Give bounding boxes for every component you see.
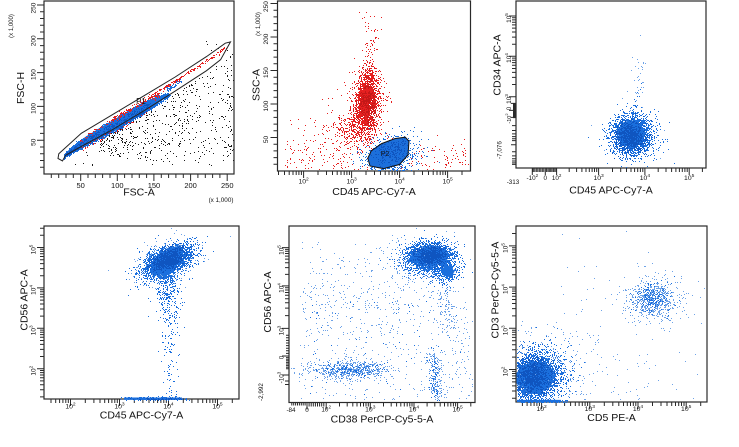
svg-text:200: 200: [31, 35, 38, 46]
svg-text:103: 103: [501, 325, 510, 335]
svg-text:SSC-A: SSC-A: [251, 69, 263, 101]
svg-text:CD56 APC-A: CD56 APC-A: [19, 269, 31, 330]
svg-text:104: 104: [409, 405, 420, 414]
svg-text:105: 105: [681, 404, 692, 413]
svg-text:104: 104: [501, 284, 510, 294]
svg-text:103: 103: [29, 325, 38, 335]
svg-text:200: 200: [263, 33, 270, 44]
svg-text:105: 105: [504, 13, 513, 23]
svg-text:CD56 APC-A: CD56 APC-A: [262, 271, 274, 332]
svg-text:(x 1,000): (x 1,000): [9, 14, 15, 38]
svg-text:102: 102: [552, 173, 562, 182]
svg-text:250: 250: [263, 1, 270, 12]
svg-text:CD45 APC-Cy7-A: CD45 APC-Cy7-A: [569, 185, 652, 197]
svg-text:104: 104: [394, 177, 405, 186]
svg-text:102: 102: [321, 405, 331, 414]
svg-text:FSC-H: FSC-H: [15, 72, 27, 104]
svg-text:104: 104: [504, 53, 513, 63]
svg-text:(x 1,000): (x 1,000): [209, 197, 234, 204]
svg-text:250: 250: [221, 181, 234, 190]
svg-text:102: 102: [501, 366, 510, 376]
svg-text:-103: -103: [277, 371, 286, 383]
svg-text:102: 102: [29, 365, 38, 375]
svg-text:250: 250: [31, 2, 38, 13]
svg-text:105: 105: [501, 243, 510, 253]
svg-text:103: 103: [277, 325, 286, 335]
svg-text:-2,992: -2,992: [258, 383, 265, 401]
svg-text:103: 103: [346, 177, 357, 186]
svg-text:150: 150: [31, 69, 38, 80]
svg-text:105: 105: [452, 405, 463, 414]
svg-text:-313: -313: [507, 179, 520, 186]
svg-text:FSC-A: FSC-A: [123, 187, 155, 199]
svg-text:105: 105: [29, 244, 38, 254]
svg-text:104: 104: [163, 402, 174, 411]
svg-text:100: 100: [111, 181, 124, 190]
svg-text:105: 105: [212, 402, 223, 411]
svg-text:0: 0: [305, 407, 309, 414]
svg-text:P2: P2: [381, 151, 390, 158]
svg-text:-7,076: -7,076: [497, 141, 504, 159]
svg-text:105: 105: [442, 177, 453, 186]
svg-text:104: 104: [29, 285, 38, 295]
svg-text:104: 104: [277, 283, 286, 293]
svg-text:103: 103: [593, 173, 604, 182]
svg-text:-102: -102: [526, 173, 538, 182]
svg-text:102: 102: [536, 404, 547, 413]
svg-text:104: 104: [633, 404, 644, 413]
svg-text:CD34 APC-A: CD34 APC-A: [492, 34, 504, 95]
svg-text:102: 102: [65, 402, 76, 411]
svg-text:CD45 APC-Cy7-A: CD45 APC-Cy7-A: [332, 186, 415, 198]
svg-text:-102: -102: [504, 113, 513, 124]
svg-text:(x 1,000): (x 1,000): [256, 12, 262, 36]
svg-text:103: 103: [114, 402, 125, 411]
svg-text:150: 150: [148, 181, 161, 190]
svg-text:105: 105: [277, 245, 286, 255]
svg-text:103: 103: [504, 94, 513, 104]
svg-text:150: 150: [263, 67, 270, 78]
svg-text:100: 100: [31, 103, 38, 114]
svg-text:CD38 PerCP-Cy5-5-A: CD38 PerCP-Cy5-5-A: [331, 414, 434, 426]
svg-text:50: 50: [263, 136, 270, 144]
svg-text:105: 105: [684, 173, 695, 182]
svg-text:103: 103: [365, 405, 376, 414]
svg-text:CD5 PE-A: CD5 PE-A: [587, 412, 635, 424]
svg-text:100: 100: [263, 100, 270, 111]
svg-text:0: 0: [544, 175, 548, 182]
svg-text:CD3 PerCP-Cy5-5-A: CD3 PerCP-Cy5-5-A: [490, 242, 502, 339]
svg-text:102: 102: [298, 177, 309, 186]
svg-text:200: 200: [184, 181, 197, 190]
svg-text:0: 0: [279, 355, 286, 359]
svg-text:50: 50: [31, 138, 38, 146]
svg-text:0: 0: [506, 106, 513, 110]
svg-text:104: 104: [640, 173, 651, 182]
svg-text:CD45 APC-Cy7-A: CD45 APC-Cy7-A: [100, 410, 183, 422]
svg-text:-84: -84: [286, 407, 296, 414]
svg-text:50: 50: [76, 181, 84, 190]
svg-text:P1: P1: [136, 97, 146, 106]
svg-text:103: 103: [585, 404, 596, 413]
